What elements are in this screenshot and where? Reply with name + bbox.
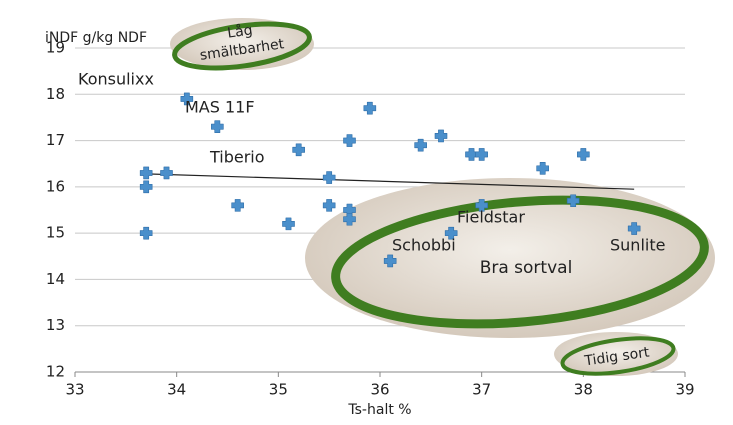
ellipse-ring <box>172 21 312 71</box>
point <box>343 212 356 226</box>
trendline <box>146 173 635 190</box>
x-tick-label: 37 <box>472 381 491 399</box>
y-tick-label: 16 <box>46 177 65 195</box>
point <box>577 148 590 161</box>
point <box>434 129 448 143</box>
point <box>292 143 305 157</box>
point <box>383 254 397 268</box>
point <box>231 199 244 212</box>
point <box>211 120 224 133</box>
y-axis-label: iNDF g/kg NDF <box>45 30 147 46</box>
x-tick-label: 39 <box>675 381 694 399</box>
y-tick-label: 13 <box>46 316 65 334</box>
x-tick-label: 35 <box>269 381 288 399</box>
point <box>444 226 458 240</box>
annotation: Bra sortval <box>480 258 573 278</box>
x-tick-label: 34 <box>167 381 186 399</box>
ellipse-ring <box>560 336 676 376</box>
annotation: Låg <box>226 21 253 41</box>
ellipse-bg <box>305 178 715 338</box>
point <box>343 134 356 147</box>
point <box>322 171 336 184</box>
y-tick-label: 17 <box>46 131 65 149</box>
point-label: MAS 11F <box>185 98 255 117</box>
x-tick-label: 36 <box>370 381 389 399</box>
y-tick-label: 12 <box>46 363 65 381</box>
point <box>139 180 153 194</box>
point <box>465 148 478 161</box>
point-label: Schobbi <box>392 236 456 255</box>
x-tick-label: 33 <box>65 381 84 399</box>
point <box>475 199 488 212</box>
point <box>139 166 153 180</box>
point <box>627 222 641 235</box>
x-axis-label: Ts-halt % <box>347 402 411 418</box>
point <box>363 101 377 115</box>
point-label: Konsulixx <box>78 70 154 89</box>
ellipse-ring <box>331 195 709 329</box>
point <box>282 217 295 231</box>
y-tick-label: 18 <box>46 85 65 103</box>
point <box>139 226 153 240</box>
y-tick-label: 15 <box>46 224 65 242</box>
point <box>160 166 173 180</box>
point-label: Fieldstar <box>457 208 525 227</box>
point <box>414 138 427 152</box>
point-label: Sunlite <box>610 236 665 255</box>
point <box>536 162 549 175</box>
x-tick-label: 38 <box>574 381 593 399</box>
y-tick-label: 19 <box>46 39 65 57</box>
point <box>475 148 488 161</box>
point <box>322 199 336 212</box>
point-label: Tiberio <box>209 148 265 167</box>
decorations <box>170 18 715 376</box>
point <box>180 92 194 106</box>
y-tick-label: 14 <box>46 270 65 288</box>
point <box>566 194 580 208</box>
